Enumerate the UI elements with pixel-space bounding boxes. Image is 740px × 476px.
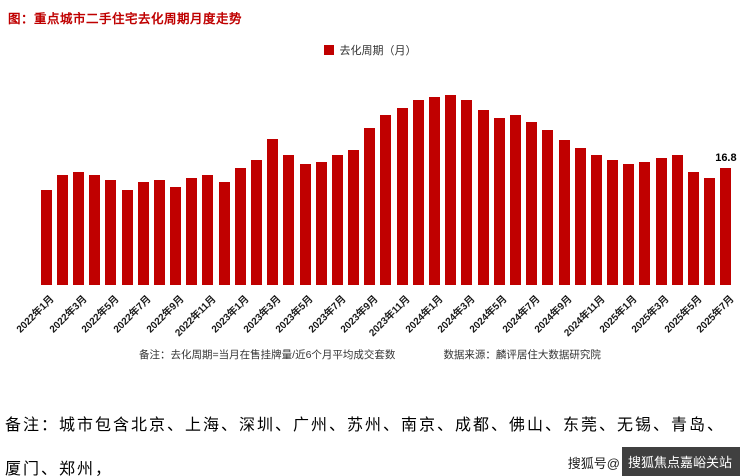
note-definition: 备注：去化周期=当月在售挂牌量/近6个月平均成交套数 xyxy=(139,349,396,361)
chart-legend: 去化周期（月） xyxy=(0,42,740,58)
bar xyxy=(558,140,570,285)
note-data-source: 数据来源：麟评居住大数据研究院 xyxy=(443,349,601,361)
bar xyxy=(234,167,246,285)
bar xyxy=(396,108,408,285)
chart-title: 图：重点城市二手住宅去化周期月度走势 xyxy=(8,12,243,26)
bar xyxy=(380,115,392,285)
bar xyxy=(153,179,165,285)
bar xyxy=(121,189,133,285)
bar xyxy=(461,99,473,285)
bar xyxy=(56,174,68,285)
bar xyxy=(72,172,84,285)
watermark-prefix: 搜狐号@ xyxy=(567,455,620,471)
bar xyxy=(623,164,635,285)
bar xyxy=(720,167,732,285)
bar xyxy=(704,177,716,285)
bar xyxy=(364,128,376,285)
bar xyxy=(251,159,262,285)
bar xyxy=(315,161,327,285)
bar xyxy=(655,158,667,285)
bar xyxy=(493,117,505,285)
bar xyxy=(509,115,521,285)
bar xyxy=(526,121,538,285)
bar xyxy=(283,154,295,285)
bar xyxy=(331,154,343,285)
bar xyxy=(688,172,700,285)
watermark: 搜狐号@ 搜狐焦点嘉峪关站 xyxy=(566,446,740,476)
x-axis-labels: 2022年1月 2022年3月 2022年5月 2022年7月 2022年9月 2022年… xyxy=(15,289,736,349)
bar xyxy=(412,99,424,285)
bar xyxy=(89,174,101,285)
bar xyxy=(348,149,360,285)
footnote-text: 备注：城市包含北京、上海、深圳、广州、苏州、南京、成都、佛山、东莞、无锡、青岛、… xyxy=(5,404,740,476)
bar xyxy=(542,129,554,285)
bar xyxy=(202,174,214,285)
bar xyxy=(105,179,117,285)
bar xyxy=(574,147,586,285)
legend-label: 去化周期（月） xyxy=(339,45,417,57)
bar xyxy=(590,154,602,285)
bar xyxy=(639,161,651,285)
bar xyxy=(429,96,441,285)
bar xyxy=(267,138,279,285)
bar xyxy=(170,186,182,285)
bar xyxy=(186,177,198,285)
bar xyxy=(671,154,683,285)
footnote-line1: 备注：城市包含北京、上海、深圳、广州、苏州、南京、成都、佛山、东莞、无锡、青岛、… xyxy=(5,417,726,476)
legend-swatch-icon xyxy=(323,45,334,55)
bar xyxy=(477,110,489,285)
bar xyxy=(607,159,619,285)
last-value-label: 16.8 xyxy=(715,151,737,164)
bar xyxy=(299,164,311,285)
chart-notes: 备注：去化周期=当月在售挂牌量/近6个月平均成交套数 数据来源：麟评居住大数据研… xyxy=(0,347,740,362)
bar xyxy=(445,94,457,285)
bar xyxy=(137,181,149,285)
watermark-name: 搜狐焦点嘉峪关站 xyxy=(621,446,740,476)
bar xyxy=(218,181,230,285)
bar-chart-plot-area: 16.8 xyxy=(38,76,737,285)
bar xyxy=(40,190,52,285)
